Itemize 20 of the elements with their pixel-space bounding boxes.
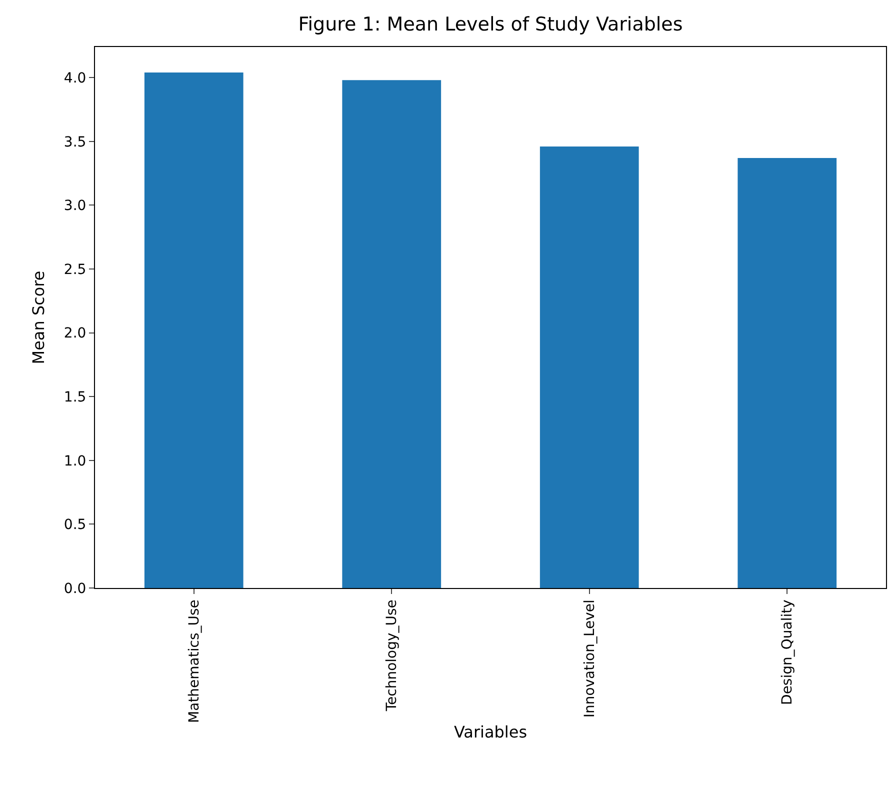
y-tick-label: 3.5 [64,134,86,150]
x-tick-label: Mathematics_Use [186,600,202,723]
y-tick-label: 1.5 [64,390,86,406]
bar [342,80,442,588]
bar [144,72,244,588]
chart-title: Figure 1: Mean Levels of Study Variables [298,14,683,36]
x-tick-label: Design_Quality [780,600,796,705]
x-tick-label: Technology_Use [384,600,400,712]
y-tick-label: 4.0 [64,70,86,87]
y-axis-title: Mean Score [28,270,48,364]
x-tick-label: Innovation_Level [582,600,598,718]
y-tick-label: 3.0 [64,198,86,214]
bar [738,158,837,588]
x-axis-title: Variables [454,722,528,742]
y-tick-label: 0.0 [64,580,86,597]
y-tick-label: 2.5 [64,262,86,278]
y-tick-label: 0.5 [64,517,86,534]
bar [540,146,639,588]
y-tick-label: 1.0 [64,453,86,470]
y-tick-label: 2.0 [64,326,86,342]
